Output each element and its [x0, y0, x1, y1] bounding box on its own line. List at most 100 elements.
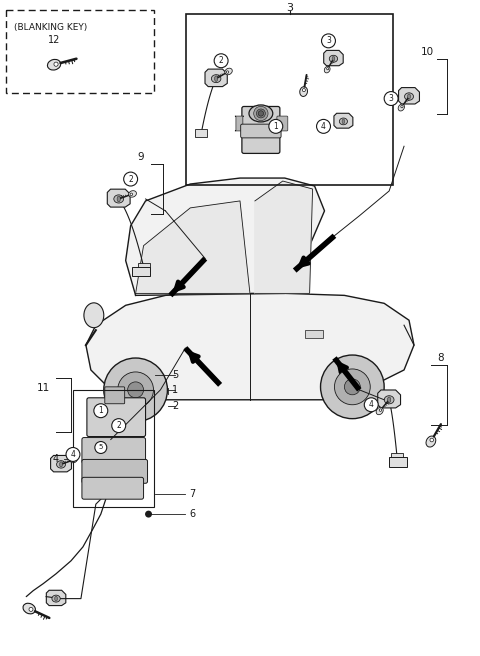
- Text: 1: 1: [274, 122, 278, 131]
- FancyBboxPatch shape: [82, 459, 147, 483]
- Polygon shape: [136, 201, 250, 293]
- Ellipse shape: [430, 438, 433, 442]
- Text: 11: 11: [36, 383, 50, 393]
- FancyBboxPatch shape: [87, 398, 145, 436]
- Polygon shape: [378, 390, 400, 408]
- Ellipse shape: [215, 76, 218, 81]
- Ellipse shape: [339, 118, 348, 125]
- Polygon shape: [205, 69, 227, 87]
- Text: 2: 2: [116, 421, 121, 430]
- Circle shape: [344, 379, 360, 395]
- Text: 7: 7: [189, 489, 195, 499]
- Circle shape: [124, 172, 138, 186]
- Text: (BLANKING KEY): (BLANKING KEY): [14, 23, 87, 32]
- FancyBboxPatch shape: [235, 116, 244, 131]
- Ellipse shape: [249, 105, 273, 122]
- Ellipse shape: [52, 595, 60, 602]
- Circle shape: [256, 109, 265, 118]
- Text: 5: 5: [98, 445, 103, 451]
- Ellipse shape: [426, 436, 436, 447]
- Text: 8: 8: [437, 353, 444, 363]
- Text: 9: 9: [137, 152, 144, 162]
- Circle shape: [128, 382, 144, 398]
- Text: 2: 2: [219, 56, 224, 65]
- Text: 3: 3: [326, 36, 331, 45]
- Text: 6: 6: [189, 509, 195, 519]
- Ellipse shape: [130, 193, 132, 195]
- Ellipse shape: [300, 87, 308, 96]
- Circle shape: [145, 510, 152, 518]
- Bar: [389, 457, 407, 467]
- FancyBboxPatch shape: [105, 387, 125, 403]
- Text: 4: 4: [321, 122, 326, 131]
- Bar: [305, 330, 323, 338]
- Circle shape: [94, 403, 108, 418]
- Text: 4: 4: [71, 450, 75, 459]
- Ellipse shape: [114, 195, 123, 203]
- Ellipse shape: [379, 409, 382, 411]
- Ellipse shape: [332, 56, 335, 61]
- Bar: [73, 390, 155, 507]
- Text: 12: 12: [48, 35, 60, 45]
- Text: 1: 1: [98, 406, 103, 415]
- Ellipse shape: [129, 191, 136, 197]
- Bar: [186, 14, 393, 185]
- Circle shape: [118, 372, 154, 408]
- Polygon shape: [398, 88, 420, 104]
- Ellipse shape: [226, 71, 229, 73]
- Bar: [138, 262, 150, 270]
- Ellipse shape: [23, 604, 36, 614]
- Text: 3: 3: [286, 3, 293, 13]
- Circle shape: [66, 447, 80, 461]
- Ellipse shape: [57, 461, 65, 468]
- FancyBboxPatch shape: [82, 478, 144, 499]
- Ellipse shape: [376, 407, 383, 415]
- Text: 5: 5: [172, 370, 179, 380]
- Circle shape: [269, 119, 283, 133]
- Ellipse shape: [398, 104, 405, 111]
- Polygon shape: [86, 293, 414, 400]
- Ellipse shape: [60, 462, 62, 467]
- Text: 2: 2: [128, 174, 133, 184]
- Ellipse shape: [84, 303, 104, 328]
- Circle shape: [364, 398, 378, 412]
- Polygon shape: [126, 178, 324, 295]
- Ellipse shape: [324, 66, 330, 73]
- Text: 4: 4: [369, 400, 373, 409]
- Circle shape: [384, 92, 398, 106]
- Ellipse shape: [342, 119, 345, 124]
- Ellipse shape: [211, 75, 221, 83]
- FancyBboxPatch shape: [277, 116, 288, 131]
- Circle shape: [254, 106, 268, 121]
- Ellipse shape: [326, 68, 329, 70]
- Bar: [132, 266, 150, 276]
- Circle shape: [112, 419, 126, 432]
- Bar: [195, 129, 207, 137]
- Polygon shape: [324, 51, 343, 66]
- Ellipse shape: [225, 68, 232, 75]
- Ellipse shape: [302, 89, 305, 92]
- Circle shape: [322, 34, 336, 48]
- Ellipse shape: [48, 60, 60, 70]
- Ellipse shape: [29, 607, 33, 611]
- FancyBboxPatch shape: [82, 438, 145, 463]
- Ellipse shape: [70, 457, 77, 462]
- Text: 4: 4: [53, 455, 59, 464]
- Bar: [6, 10, 154, 92]
- Text: 1: 1: [172, 385, 179, 395]
- Circle shape: [258, 111, 264, 116]
- Circle shape: [95, 441, 107, 453]
- Ellipse shape: [384, 396, 394, 404]
- Circle shape: [335, 369, 370, 405]
- Ellipse shape: [55, 596, 58, 601]
- Circle shape: [321, 355, 384, 419]
- Bar: [391, 453, 403, 461]
- Polygon shape: [47, 590, 66, 605]
- Ellipse shape: [405, 92, 413, 100]
- Polygon shape: [50, 455, 72, 472]
- Polygon shape: [334, 113, 353, 128]
- FancyBboxPatch shape: [242, 106, 280, 154]
- Ellipse shape: [54, 62, 58, 66]
- Circle shape: [104, 358, 168, 422]
- Ellipse shape: [72, 459, 74, 461]
